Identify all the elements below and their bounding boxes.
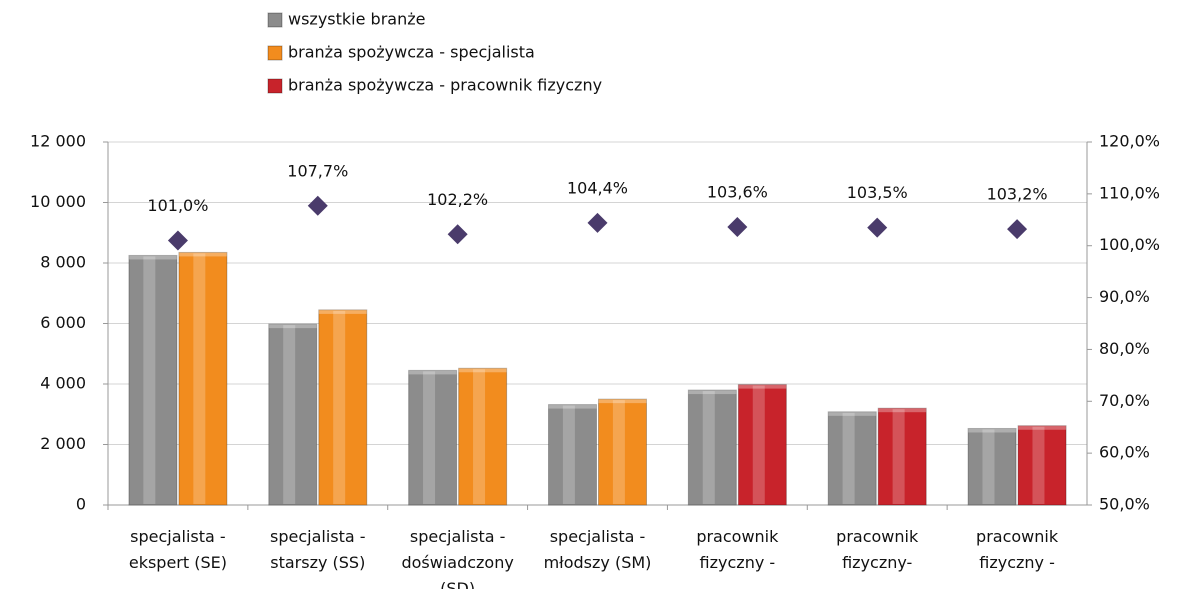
bar xyxy=(598,398,647,506)
bar-shine xyxy=(612,400,625,504)
x-tick-label: specjalista -doświadczony (SD) xyxy=(401,527,513,589)
bar xyxy=(737,384,787,506)
bar-top xyxy=(128,255,177,260)
bar-shine xyxy=(982,429,995,504)
bar-shine xyxy=(702,391,715,504)
bar-shine xyxy=(562,405,575,504)
bar-top xyxy=(598,399,647,404)
y2-tick-label: 80,0% xyxy=(1099,339,1150,358)
y-tick-label: 4 000 xyxy=(40,374,86,393)
x-tick-label: pracownik fizyczny - xyxy=(696,527,779,572)
diamond-marker xyxy=(167,230,188,251)
diamond-marker xyxy=(867,217,888,238)
bar-top xyxy=(878,408,927,413)
bar-top xyxy=(458,368,507,373)
diamond-marker xyxy=(727,217,748,238)
data-label: 103,6% xyxy=(707,183,768,202)
y-tick-label: 12 000 xyxy=(30,132,86,151)
bar-top xyxy=(688,390,737,395)
bar-shine xyxy=(752,385,765,504)
data-label: 102,2% xyxy=(427,190,488,209)
y2-tick-label: 90,0% xyxy=(1099,287,1150,306)
bar-top xyxy=(178,252,227,257)
bar-top xyxy=(318,309,367,314)
diamond-marker xyxy=(307,195,328,216)
bar-shine xyxy=(283,325,296,504)
bar xyxy=(318,309,368,506)
legend-label: branża spożywcza - specjalista xyxy=(288,43,535,62)
bar xyxy=(268,323,318,506)
bar xyxy=(827,411,877,506)
data-label: 103,2% xyxy=(987,185,1048,204)
bar xyxy=(967,427,1017,506)
bar-top xyxy=(408,370,457,375)
y2-tick-label: 120,0% xyxy=(1099,132,1160,151)
data-label: 101,0% xyxy=(147,196,208,215)
bar-shine xyxy=(892,409,905,504)
bar-top xyxy=(738,384,787,389)
diamond-marker xyxy=(587,212,608,233)
bar-top xyxy=(268,324,317,329)
bar-top xyxy=(828,411,877,416)
x-tick-label: pracownik fizyczny - xyxy=(976,527,1059,572)
y-tick-label: 8 000 xyxy=(40,253,86,272)
bar-top xyxy=(968,428,1017,433)
y2-tick-label: 100,0% xyxy=(1099,235,1160,254)
bar-top xyxy=(1018,425,1067,430)
bar-shine xyxy=(473,369,486,504)
y2-tick-label: 110,0% xyxy=(1099,183,1160,202)
bar xyxy=(1017,425,1067,506)
legend-swatch xyxy=(267,45,283,61)
y-tick-label: 6 000 xyxy=(40,313,86,332)
bar xyxy=(548,404,597,506)
diamond-marker xyxy=(447,224,468,245)
y-tick-label: 2 000 xyxy=(40,434,86,453)
bar xyxy=(178,251,228,506)
bar xyxy=(687,389,737,506)
x-tick-label: specjalista -młodszy (SM) xyxy=(544,527,652,572)
y-tick-label: 10 000 xyxy=(30,192,86,211)
x-tick-label: specjalista -ekspert (SE) xyxy=(129,527,227,572)
bar-shine xyxy=(143,256,156,504)
y2-tick-label: 50,0% xyxy=(1099,495,1150,514)
legend-label: branża spożywcza - pracownik fizyczny xyxy=(288,76,602,95)
bar xyxy=(128,254,178,506)
bar-shine xyxy=(423,371,436,504)
bar-shine xyxy=(333,310,346,504)
bar-shine xyxy=(842,412,855,504)
bar-shine xyxy=(193,253,206,504)
x-tick-label: specjalista -starszy (SS) xyxy=(270,527,366,572)
x-tick-label: pracownik fizyczny- xyxy=(836,527,919,572)
legend-label: wszystkie branże xyxy=(288,10,425,29)
legend-swatch xyxy=(267,12,283,28)
y2-tick-label: 60,0% xyxy=(1099,443,1150,462)
bar xyxy=(408,369,458,506)
diamond-marker xyxy=(1007,219,1028,240)
y2-tick-label: 70,0% xyxy=(1099,391,1150,410)
legend-swatch xyxy=(267,78,283,94)
bar xyxy=(458,367,508,506)
data-label: 103,5% xyxy=(847,183,908,202)
bar-top xyxy=(548,404,597,409)
y-tick-label: 0 xyxy=(76,495,86,514)
data-label: 104,4% xyxy=(567,178,628,197)
data-label: 107,7% xyxy=(287,161,348,180)
bar-shine xyxy=(1032,426,1045,504)
bar xyxy=(877,407,927,506)
